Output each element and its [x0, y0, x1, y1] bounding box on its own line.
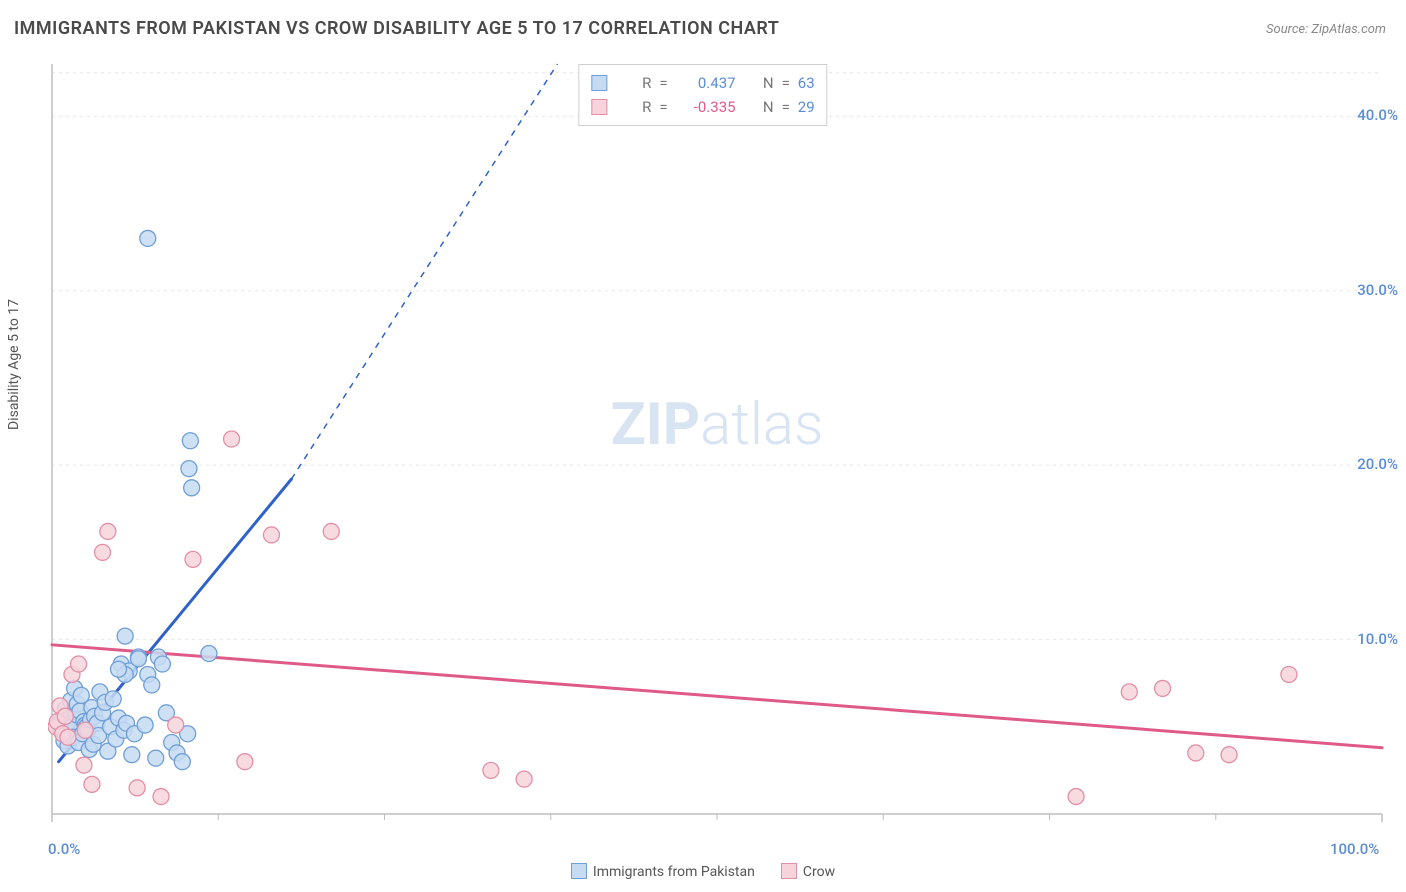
correlation-row: R= -0.335 N= 29 — [591, 95, 814, 119]
y-tick-label: 40.0% — [1357, 106, 1398, 124]
scatter-plot: ZIPatlas — [48, 58, 1386, 838]
source-attribution: Source: ZipAtlas.com — [1266, 22, 1386, 37]
legend-swatch — [591, 99, 607, 115]
y-tick-label: 30.0% — [1357, 281, 1398, 299]
y-tick-label: 10.0% — [1357, 630, 1398, 648]
correlation-row: R= 0.437 N= 63 — [591, 71, 814, 95]
legend-item-pakistan: Immigrants from Pakistan — [571, 863, 755, 880]
x-tick-label: 100.0% — [1330, 840, 1379, 858]
x-tick-label: 0.0% — [48, 840, 80, 858]
y-tick-label: 20.0% — [1357, 455, 1398, 473]
x-legend: Immigrants from Pakistan Crow — [0, 863, 1406, 880]
correlation-legend: R= 0.437 N= 63R= -0.335 N= 29 — [578, 64, 827, 126]
legend-item-crow: Crow — [781, 863, 835, 880]
legend-swatch — [591, 75, 607, 91]
y-axis-label: Disability Age 5 to 17 — [6, 299, 22, 430]
chart-title: IMMIGRANTS FROM PAKISTAN VS CROW DISABIL… — [14, 18, 779, 39]
